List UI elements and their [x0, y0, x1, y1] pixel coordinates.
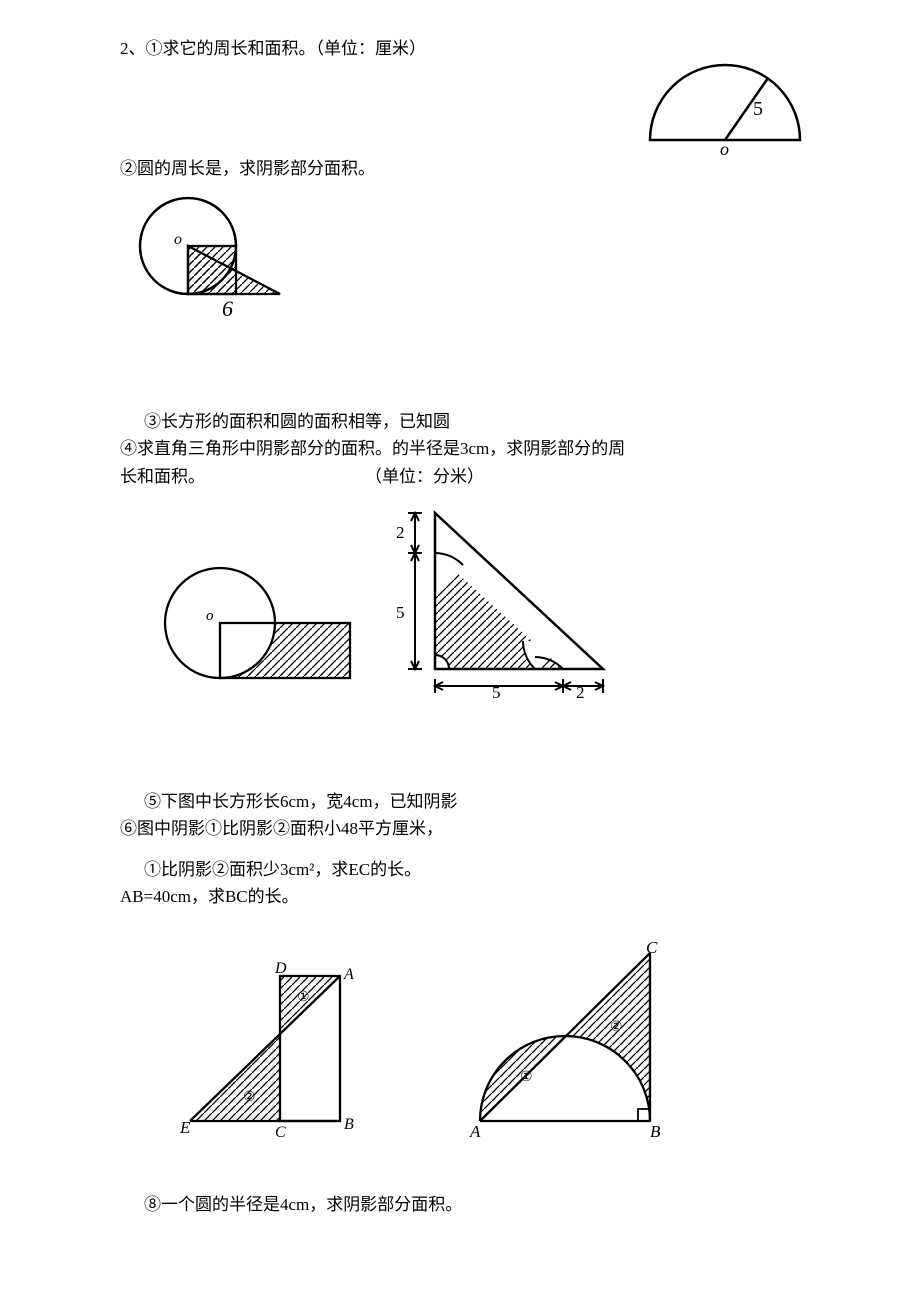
p34-line3a: 长和面积。 [120, 463, 205, 490]
p34-line3b: （单位：分米） [365, 463, 484, 490]
fig4-left5: 5 [396, 603, 405, 622]
fig5-one: ① [297, 990, 310, 1005]
p2-line1: ②圆的周长是，求阴影部分面积。 [120, 155, 800, 182]
figure-4: 2 5 5 2 [390, 508, 610, 698]
figure-5: D A ① ② E C B [180, 961, 400, 1141]
p56-line3: ①比阴影②面积少3cm²，求EC的长。 [120, 856, 800, 883]
fig4-bot5: 5 [492, 683, 501, 698]
p8-line: ⑧一个圆的半径是4cm，求阴影部分面积。 [120, 1191, 800, 1218]
problem-8-block: ⑧一个圆的半径是4cm，求阴影部分面积。 [120, 1191, 800, 1218]
figure-circle-triangle: o 6 [130, 188, 800, 328]
problem-34-block: ③长方形的面积和圆的面积相等，已知圆 ④求直角三角形中阴影部分的面积。的半径是3… [120, 408, 800, 698]
problem-2-2: ②圆的周长是，求阴影部分面积。 o 6 [120, 155, 800, 328]
fig5-A: A [343, 966, 354, 983]
fig2-6: 6 [222, 296, 233, 321]
fig6-one: ① [520, 1070, 533, 1085]
fig4-top2: 2 [396, 523, 405, 542]
p56-line1: ⑤下图中长方形长6cm，宽4cm，已知阴影 [120, 788, 800, 815]
fig2-o: o [174, 231, 182, 248]
p34-line2: ④求直角三角形中阴影部分的面积。的半径是3cm，求阴影部分的周 [120, 435, 800, 462]
figure-6: C ① ② A B [460, 941, 690, 1141]
figures-56-row: D A ① ② E C B [180, 941, 800, 1141]
fig5-B: B [344, 1116, 354, 1133]
fig6-B: B [650, 1122, 661, 1141]
o-label: o [720, 139, 729, 155]
fig5-two: ② [243, 1090, 256, 1105]
problem-56-block: ⑤下图中长方形长6cm，宽4cm，已知阴影 ⑥图中阴影①比阴影②面积小48平方厘… [120, 788, 800, 1141]
p56-line4: AB=40cm，求BC的长。 [120, 883, 800, 910]
p56-line2: ⑥图中阴影①比阴影②面积小48平方厘米， [120, 815, 800, 842]
fig6-C: C [646, 941, 658, 957]
fig5-C: C [275, 1124, 286, 1141]
fig5-D: D [274, 961, 287, 977]
problem-2-row: 2、①求它的周长和面积。（单位：厘米） 5 o [120, 35, 800, 155]
fig6-A: A [469, 1122, 481, 1141]
fig6-two: ② [610, 1020, 623, 1035]
figures-34-row: o [160, 508, 800, 698]
figure-3: o [160, 548, 360, 698]
radius-5-label: 5 [753, 98, 763, 120]
p34-line1: ③长方形的面积和圆的面积相等，已知圆 [120, 408, 800, 435]
figure-semicircle: 5 o [640, 55, 810, 155]
fig3-o: o [206, 608, 214, 624]
fig5-E: E [180, 1118, 191, 1137]
fig4-bot2: 2 [576, 683, 585, 698]
